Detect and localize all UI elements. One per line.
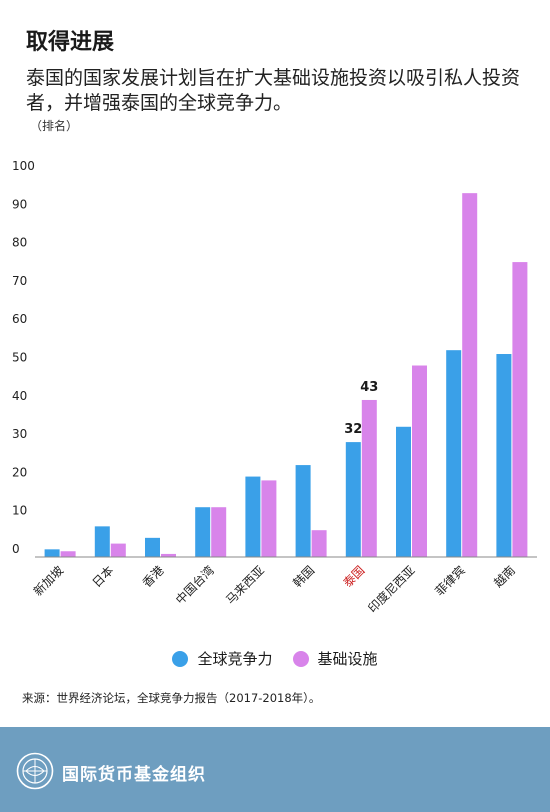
- data-label: 43: [360, 380, 378, 395]
- x-tick-label: 日本: [90, 563, 117, 590]
- bar-competitiveness: [295, 465, 311, 557]
- bar-infrastructure: [161, 553, 176, 557]
- legend-label-competitiveness: 全球竞争力: [197, 650, 273, 668]
- bar-infrastructure: [211, 507, 227, 557]
- y-tick-label: 70: [12, 274, 27, 288]
- x-tick-label: 马来西亚: [223, 563, 267, 607]
- bar-infrastructure: [361, 399, 377, 557]
- imf-seal-icon: [16, 752, 54, 790]
- bar-competitiveness: [345, 442, 361, 557]
- y-tick-label: 0: [12, 542, 20, 556]
- legend-label-infrastructure: 基础设施: [317, 650, 378, 668]
- unit-label: （排名）: [30, 119, 79, 133]
- bar-infrastructure: [512, 262, 528, 557]
- bar-infrastructure: [311, 530, 327, 557]
- legend-item-infrastructure: 基础设施: [292, 648, 378, 669]
- y-tick-label: 10: [12, 504, 27, 518]
- y-tick-label: 50: [12, 351, 27, 365]
- x-tick-label: 中国台湾: [172, 563, 217, 608]
- bar-chart: 0 10 20 30 40 50 60 70 80 90 100 新加坡 日本 香港 中国台湾 马来西亚 韩国泰…: [12, 159, 537, 616]
- bar-infrastructure: [412, 365, 427, 557]
- bar-competitiveness: [446, 350, 462, 557]
- legend-item-competitiveness: 全球竞争力: [172, 648, 273, 669]
- y-tick-label: 20: [12, 465, 27, 479]
- y-tick-label: 40: [12, 389, 27, 403]
- bar-competitiveness: [94, 526, 110, 557]
- x-tick-label: 泰国: [341, 563, 368, 590]
- y-tick-label: 100: [12, 159, 35, 173]
- bar-infrastructure: [462, 193, 478, 557]
- legend: 全球竞争力 基础设施: [0, 648, 550, 669]
- bar-competitiveness: [44, 549, 60, 557]
- bar-infrastructure: [110, 543, 126, 557]
- bar-infrastructure: [60, 551, 76, 557]
- bar-infrastructure: [261, 480, 277, 557]
- bar-competitiveness: [245, 476, 261, 557]
- x-tick-label: 印度尼西亚: [365, 563, 418, 616]
- legend-swatch-infrastructure: [292, 650, 309, 667]
- x-tick-label: 韩国: [290, 563, 318, 591]
- bar-competitiveness: [396, 426, 411, 557]
- bar-competitiveness: [496, 354, 512, 557]
- y-tick-label: 90: [12, 197, 27, 211]
- footer-bar: 国际货币基金组织: [0, 727, 550, 812]
- x-tick-label: 新加坡: [30, 563, 66, 599]
- y-tick-label: 80: [12, 236, 27, 250]
- x-tick-label: 香港: [140, 563, 167, 590]
- org-name: 国际货币基金组织: [62, 765, 206, 785]
- page-title: 取得进展: [26, 30, 115, 55]
- page-subtitle: 泰国的国家发展计划旨在扩大基础设施投资以吸引私人投资者，并增强泰国的全球竞争力。: [26, 67, 521, 114]
- bar-competitiveness: [145, 537, 160, 557]
- x-tick-label: 越南: [490, 563, 518, 591]
- source-note: 来源：世界经济论坛，全球竞争力报告（2017-2018年）。: [22, 691, 321, 705]
- y-tick-label: 30: [12, 427, 27, 441]
- y-tick-label: 60: [12, 312, 27, 326]
- x-tick-label: 菲律宾: [432, 563, 468, 599]
- data-label: 32: [344, 422, 362, 437]
- legend-swatch-competitiveness: [172, 650, 189, 667]
- bar-competitiveness: [195, 507, 211, 557]
